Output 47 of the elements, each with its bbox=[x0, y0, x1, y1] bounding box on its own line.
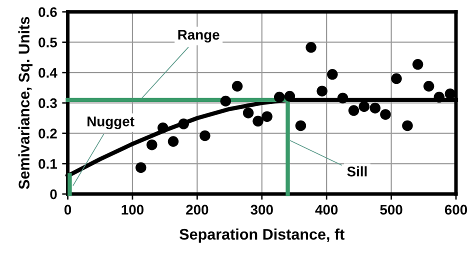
point bbox=[262, 111, 272, 122]
x-tick-label: 100 bbox=[122, 204, 144, 215]
point bbox=[370, 102, 380, 114]
x-tick-label: 600 bbox=[444, 204, 468, 215]
point bbox=[178, 118, 189, 130]
annotation: Range bbox=[178, 30, 220, 42]
y-tick-label: 0.6 bbox=[38, 7, 57, 18]
point bbox=[380, 109, 391, 120]
point bbox=[316, 86, 328, 96]
x-tick-label: 400 bbox=[315, 204, 338, 215]
y-tick-label: 0 bbox=[50, 189, 57, 200]
point bbox=[423, 80, 434, 92]
point bbox=[434, 92, 445, 103]
point bbox=[295, 120, 306, 132]
point bbox=[252, 116, 264, 127]
point bbox=[220, 96, 232, 107]
point bbox=[348, 105, 360, 116]
point bbox=[337, 92, 348, 104]
point bbox=[200, 130, 210, 142]
point bbox=[412, 59, 424, 70]
point bbox=[327, 69, 338, 80]
point bbox=[168, 136, 179, 147]
point bbox=[358, 101, 370, 112]
point bbox=[284, 90, 296, 102]
point bbox=[391, 73, 402, 84]
point bbox=[146, 139, 158, 150]
y-tick-label: 0.4 bbox=[38, 68, 58, 78]
point bbox=[274, 92, 285, 103]
point bbox=[136, 162, 146, 173]
point bbox=[306, 42, 316, 53]
y-tick-label: 0.5 bbox=[38, 38, 57, 48]
point bbox=[232, 80, 243, 92]
annotation: Nugget bbox=[88, 116, 134, 130]
x-axis-title: Separation Distance, ft bbox=[180, 228, 344, 243]
x-tick-label: 0 bbox=[64, 204, 72, 215]
point bbox=[158, 122, 168, 134]
x-tick-label: 200 bbox=[186, 204, 208, 215]
x-tick-label: 500 bbox=[380, 204, 402, 215]
point bbox=[402, 120, 413, 132]
y-tick-label: 0.3 bbox=[38, 98, 57, 108]
y-axis-title: Semivariance, Sq. Units bbox=[18, 16, 33, 190]
y-tick-label: 0.2 bbox=[38, 128, 57, 138]
y-tick-label: 0.1 bbox=[38, 159, 57, 169]
x-tick-label: 300 bbox=[250, 204, 273, 215]
annotation: Sill bbox=[347, 166, 367, 176]
point bbox=[444, 88, 456, 100]
point bbox=[242, 108, 254, 118]
